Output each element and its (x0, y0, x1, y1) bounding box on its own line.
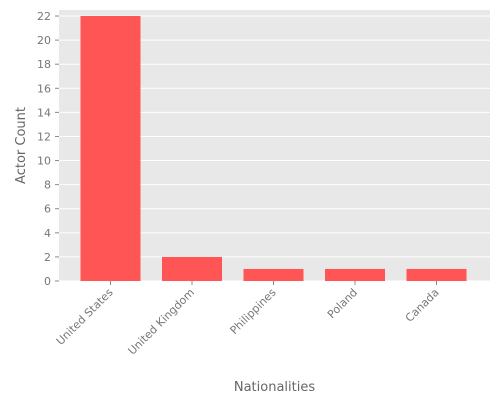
bar-philippines (243, 268, 304, 281)
y-tick-label: 16 (37, 82, 51, 95)
bar-united-kingdom (162, 256, 222, 281)
y-tick-label: 14 (37, 106, 51, 119)
y-tick-label: 0 (44, 275, 51, 288)
y-tick-label: 18 (37, 58, 51, 71)
y-tick-label: 4 (44, 227, 51, 240)
x-tick-label: United States (54, 286, 116, 348)
x-axis-ticks: United States United Kingdom Philippines Po… (54, 281, 442, 358)
x-axis-title: Nationalities (234, 380, 315, 395)
x-tick-label: Philippines (228, 286, 279, 337)
bar-poland (325, 268, 385, 281)
y-tick-label: 6 (44, 203, 51, 216)
y-tick-label: 20 (37, 34, 51, 47)
y-axis-title: Actor Count (14, 107, 29, 184)
bar-united-states (80, 16, 141, 282)
y-tick-label: 12 (37, 130, 51, 143)
x-tick-label: Canada (403, 286, 442, 325)
y-tick-label: 10 (37, 155, 51, 168)
y-axis-ticks: 0 2 4 6 8 10 12 14 16 18 20 22 (37, 10, 59, 288)
y-tick-label: 2 (44, 251, 51, 264)
y-tick-label: 22 (37, 10, 51, 23)
x-tick-label: Poland (325, 286, 360, 321)
bars (80, 16, 467, 282)
x-tick-label: United Kingdom (125, 286, 197, 358)
y-tick-label: 8 (44, 179, 51, 192)
bar-canada (406, 268, 467, 281)
